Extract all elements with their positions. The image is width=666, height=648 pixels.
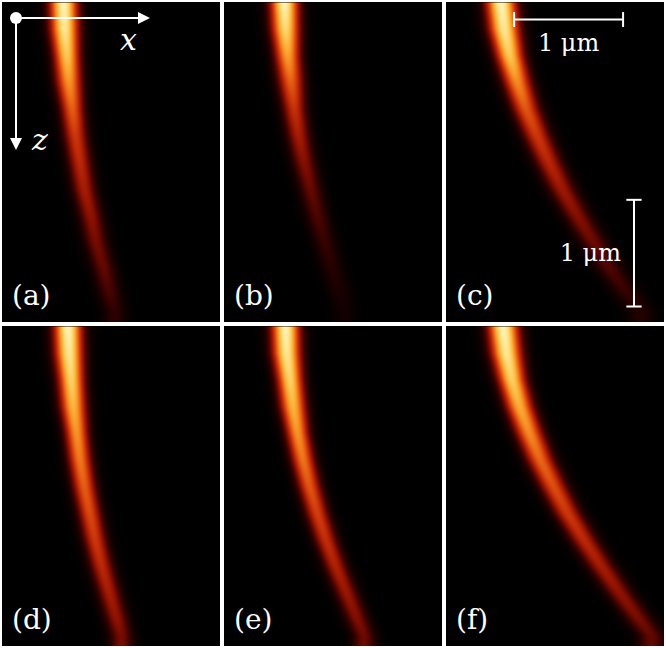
html-text:(d): (d)	[12, 603, 52, 636]
html-text:(f): (f)	[456, 603, 489, 636]
svg-text:z: z	[31, 122, 48, 157]
svg-text:x: x	[120, 22, 137, 57]
svg-text:1 μm: 1 μm	[560, 239, 621, 267]
html-text:(e): (e)	[234, 603, 273, 636]
html-text:(c): (c)	[456, 279, 494, 312]
html-text:(b): (b)	[234, 279, 274, 312]
svg-text:1 μm: 1 μm	[538, 29, 599, 57]
html-text:(a): (a)	[12, 279, 51, 312]
